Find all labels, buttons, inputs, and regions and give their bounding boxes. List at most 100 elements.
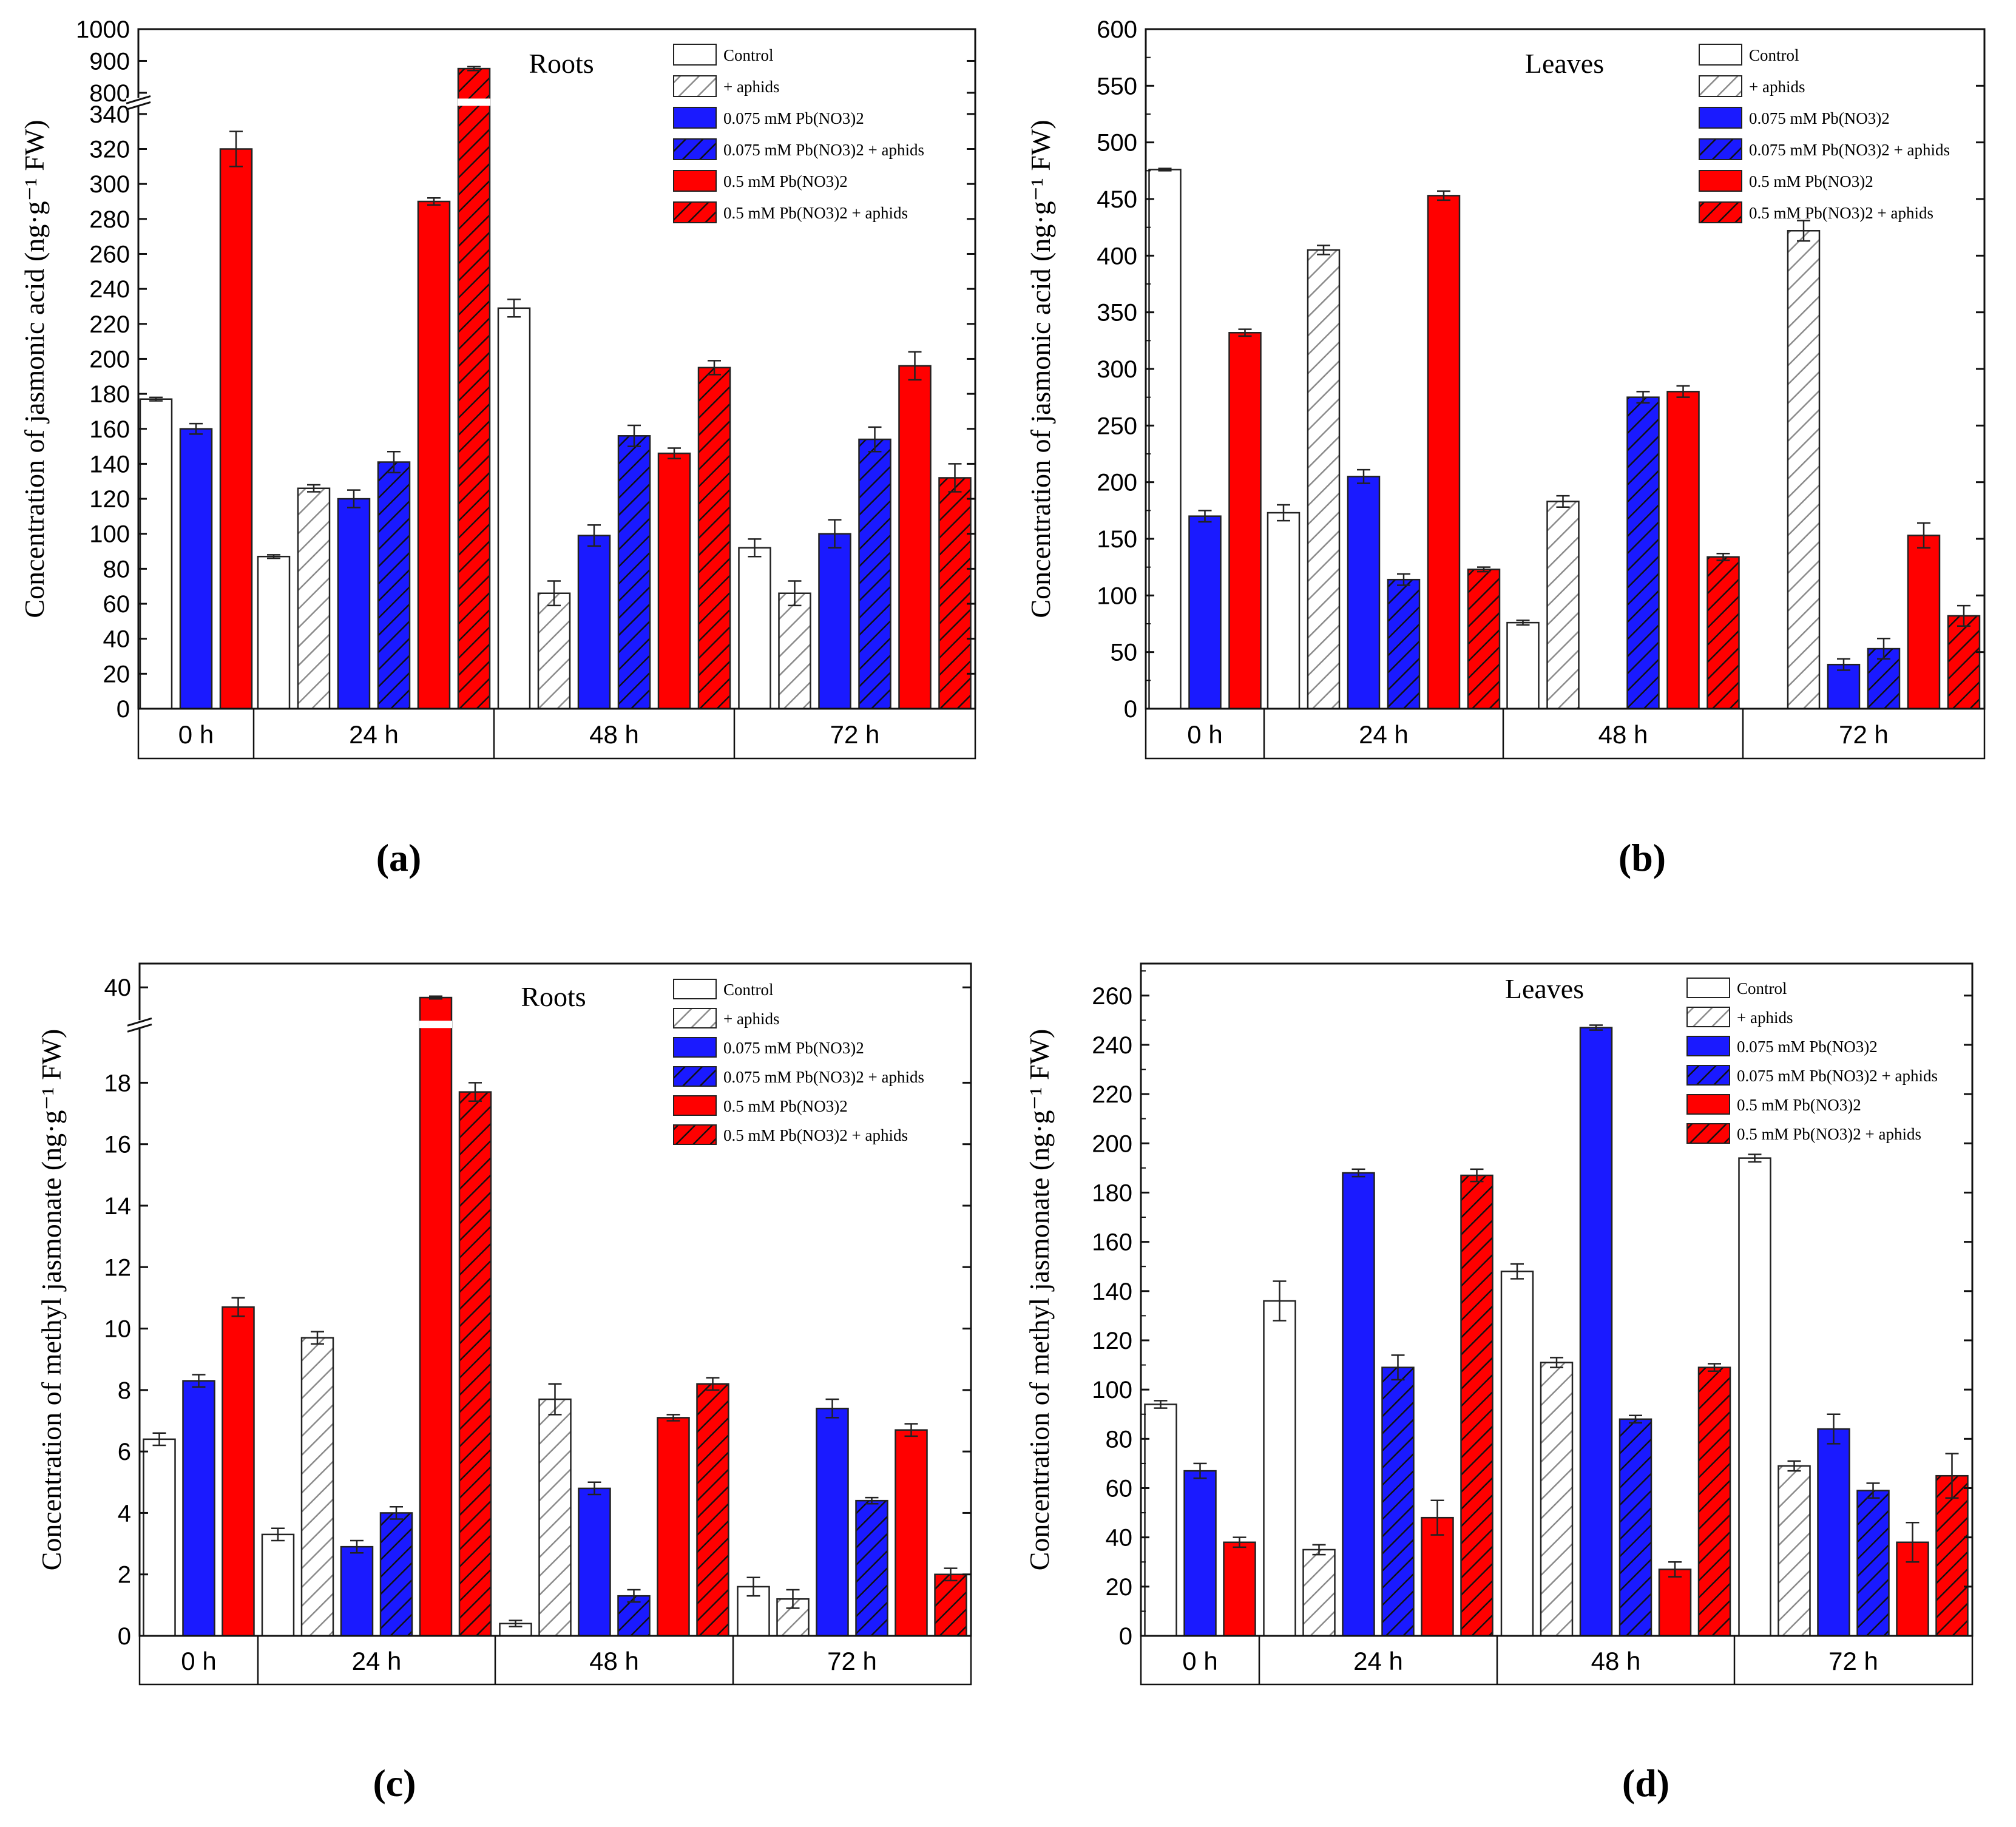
bar-48-h-0-5-mm-pb-no3-2-aphids [696, 1383, 729, 1637]
legend-label: 0.5 mM Pb(NO3)2 + aphids [723, 1126, 908, 1144]
error-bar [668, 447, 681, 460]
legend-swatch [1686, 1065, 1730, 1086]
x-group-label: 24 h [349, 720, 399, 749]
legend: Control + aphids 0.075 mM Pb(NO3)2 0.075 mM… [1699, 44, 1950, 223]
legend-swatch [673, 1037, 717, 1058]
bar-48-h-0-075-mm-pb-no3-2-aphids [617, 435, 651, 710]
bar-24-h-0-075-mm-pb-no3-2-aphids [379, 1512, 413, 1637]
y-tick-label: 240 [1092, 1032, 1132, 1059]
legend-label: 0.075 mM Pb(NO3)2 [1749, 109, 1890, 127]
error-bar [788, 580, 802, 607]
y-tick-label: 180 [89, 381, 130, 408]
error-bar [1866, 1482, 1880, 1499]
y-tick-label: 200 [1097, 470, 1137, 496]
legend-swatch [673, 1095, 717, 1116]
error-bar [1391, 1354, 1405, 1381]
chart-panel-a: 0 20 40 60 80 100 120 140 160 180 200 220 240 260 280 3… [19, 16, 976, 879]
y-tick-label: 450 [1097, 186, 1137, 213]
error-bar [468, 1082, 482, 1103]
y-tick-label: 20 [1106, 1574, 1133, 1601]
bar-48-h-aphids [1540, 1362, 1574, 1637]
legend-swatch [673, 44, 717, 66]
y-tick-label: 150 [1097, 526, 1137, 553]
bar-0-h-0-075-mm-pb-no3-2 [179, 428, 213, 710]
y-axis-label: Concentration of jasmonic acid (ng·g⁻¹ F… [1025, 120, 1056, 618]
error-bar [627, 424, 641, 447]
y-axis-label: Concentration of methyl jasmonate (ng·g⁻… [36, 1029, 67, 1571]
y-tick-label: 220 [89, 311, 130, 338]
bar-0-h-control [143, 1438, 176, 1637]
error-bar [507, 299, 521, 318]
error-bar [307, 484, 320, 493]
bar-72-h-0-075-mm-pb-no3-2 [818, 533, 851, 710]
legend-label: 0.5 mM Pb(NO3)2 [1749, 172, 1873, 191]
legend-label: 0.075 mM Pb(NO3)2 [1737, 1038, 1878, 1056]
bar-0-h-0-075-mm-pb-no3-2 [1183, 1470, 1217, 1637]
bars [1148, 167, 1981, 710]
y-axis-label: Concentration of methyl jasmonate (ng·g⁻… [1024, 1029, 1055, 1571]
bar-24-h-aphids [297, 487, 331, 710]
bar-72-h-aphids [776, 1598, 810, 1637]
x-group-label: 48 h [589, 720, 639, 749]
y-tick-label: 120 [89, 486, 130, 513]
error-bar [1708, 1363, 1721, 1372]
y-tick-label: 550 [1097, 73, 1137, 100]
error-bar [1556, 495, 1570, 508]
error-bar [706, 1377, 720, 1391]
bar-24-h-0-5-mm-pb-no3-2 [1427, 195, 1461, 710]
error-bar [825, 1398, 839, 1419]
error-bar [149, 396, 163, 402]
bar-24-h-0-5-mm-pb-no3-2-aphids [458, 1091, 492, 1637]
error-bar [1397, 573, 1410, 586]
bar-0-h-0-5-mm-pb-no3-2 [1223, 1541, 1256, 1637]
y-tick-label: 500 [1097, 130, 1137, 157]
legend-swatch [673, 1124, 717, 1145]
bar-48-h-control [1500, 1271, 1534, 1637]
bar-break-gap [419, 1021, 452, 1028]
error-bar [1797, 220, 1810, 242]
legend-swatch [673, 979, 717, 999]
legend-swatch [673, 1066, 717, 1087]
error-bar [1510, 1263, 1524, 1280]
bar-0-h-control [1148, 169, 1182, 710]
error-bar [1312, 1544, 1326, 1556]
x-group-label: 48 h [1598, 720, 1648, 749]
error-bar [1636, 391, 1650, 404]
y-tick-label: 50 [1111, 640, 1138, 666]
error-bar [271, 1527, 285, 1542]
bar-48-h-0-075-mm-pb-no3-2 [577, 535, 611, 710]
error-bar [1273, 1280, 1287, 1322]
error-bar [1629, 1414, 1642, 1424]
bar-72-h-0-075-mm-pb-no3-2-aphids [855, 1499, 888, 1637]
bars [139, 66, 972, 710]
bar-24-h-0-075-mm-pb-no3-2-aphids [1387, 578, 1421, 710]
y-tick-label: 16 [104, 1132, 132, 1158]
x-group-box: 0 h 24 h 48 h 72 h [1145, 707, 1986, 760]
bar-48-h-0-5-mm-pb-no3-2 [657, 1417, 690, 1637]
y-tick-label: 0 [117, 696, 130, 723]
bar-72-h-0-075-mm-pb-no3-2-aphids [858, 438, 891, 710]
error-bar [666, 1414, 680, 1422]
bars [143, 995, 967, 1637]
error-bar [547, 580, 561, 607]
legend: Control + aphids 0.075 mM Pb(NO3)2 0.075 mM… [673, 979, 924, 1145]
chart-panel-b: 0 50 100 150 200 250 300 350 400 450 500 550 600 Conc… [1025, 16, 1986, 879]
error-bar [1787, 1460, 1801, 1472]
error-bar [229, 130, 243, 167]
legend-label: 0.075 mM Pb(NO3)2 [723, 109, 864, 127]
legend-swatch [673, 107, 717, 129]
bar-0-h-0-075-mm-pb-no3-2 [182, 1380, 215, 1637]
bar-24-h-0-075-mm-pb-no3-2 [1347, 476, 1381, 710]
x-group-label: 72 h [1828, 1647, 1878, 1675]
error-bar [1238, 328, 1252, 337]
error-bar [1158, 167, 1172, 172]
error-bar [231, 1297, 245, 1317]
y-tick-label: 260 [1092, 983, 1132, 1010]
legend-swatch [673, 201, 717, 223]
legend-label: 0.075 mM Pb(NO3)2 + aphids [723, 141, 924, 159]
error-bar [1748, 1153, 1762, 1163]
error-bar [1277, 504, 1290, 522]
y-tick-label: 40 [103, 626, 130, 653]
bar-24-h-control [1267, 512, 1301, 710]
legend-label: 0.075 mM Pb(NO3)2 + aphids [1737, 1067, 1938, 1085]
